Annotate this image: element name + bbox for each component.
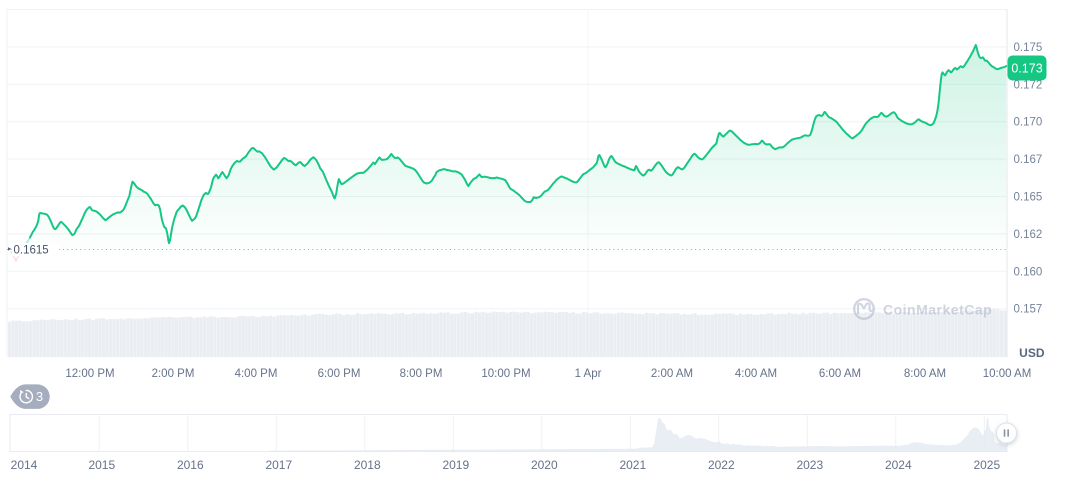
svg-text:2016: 2016 (177, 458, 204, 472)
svg-text:0.1615: 0.1615 (14, 245, 49, 257)
svg-text:2020: 2020 (531, 458, 558, 472)
svg-text:8:00 AM: 8:00 AM (904, 368, 946, 380)
svg-text:2021: 2021 (619, 458, 646, 472)
svg-text:0.170: 0.170 (1014, 117, 1043, 129)
svg-text:2017: 2017 (265, 458, 292, 472)
svg-text:USD: USD (1019, 346, 1045, 360)
svg-text:0.175: 0.175 (1014, 42, 1043, 54)
svg-text:10:00 PM: 10:00 PM (481, 368, 530, 380)
svg-text:8:00 PM: 8:00 PM (400, 368, 443, 380)
svg-text:0.160: 0.160 (1014, 266, 1043, 278)
svg-text:1 Apr: 1 Apr (575, 368, 602, 380)
svg-text:0.173: 0.173 (1011, 62, 1042, 76)
svg-text:4:00 PM: 4:00 PM (235, 368, 278, 380)
svg-text:2023: 2023 (796, 458, 823, 472)
svg-text:10:00 AM: 10:00 AM (983, 368, 1032, 380)
svg-text:2022: 2022 (708, 458, 735, 472)
svg-text:6:00 AM: 6:00 AM (819, 368, 861, 380)
svg-text:0.157: 0.157 (1014, 304, 1043, 316)
svg-text:3: 3 (36, 389, 43, 404)
svg-text:2014: 2014 (11, 458, 38, 472)
svg-text:12:00 PM: 12:00 PM (65, 368, 114, 380)
svg-text:2:00 PM: 2:00 PM (152, 368, 195, 380)
svg-text:2019: 2019 (442, 458, 469, 472)
svg-text:6:00 PM: 6:00 PM (318, 368, 361, 380)
svg-text:0.162: 0.162 (1014, 229, 1043, 241)
svg-text:0.167: 0.167 (1014, 154, 1043, 166)
svg-text:2025: 2025 (973, 458, 1000, 472)
svg-text:2024: 2024 (885, 458, 912, 472)
svg-text:0.172: 0.172 (1014, 79, 1043, 91)
svg-text:2018: 2018 (354, 458, 381, 472)
svg-text:2:00 AM: 2:00 AM (651, 368, 693, 380)
svg-text:2015: 2015 (88, 458, 115, 472)
svg-text:4:00 AM: 4:00 AM (735, 368, 777, 380)
svg-text:0.165: 0.165 (1014, 192, 1043, 204)
